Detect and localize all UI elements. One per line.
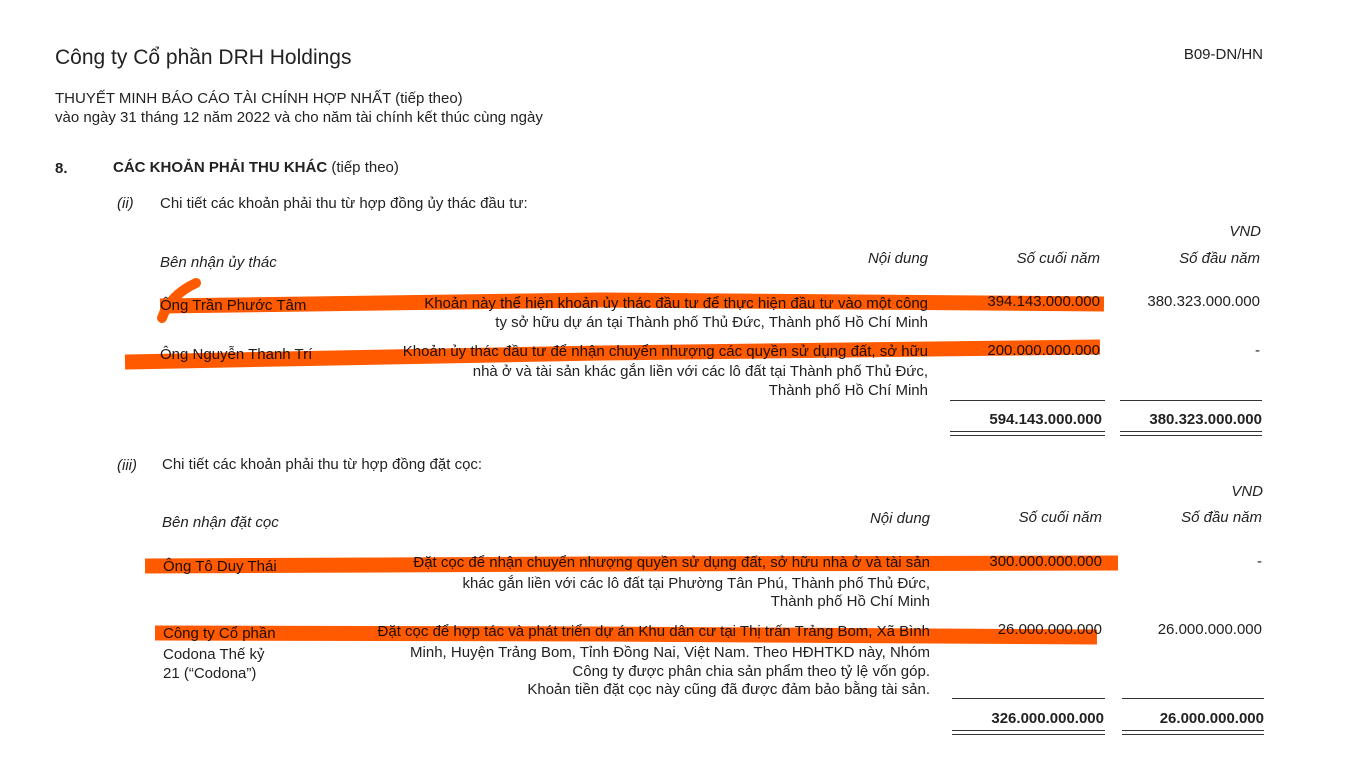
- row-name: Công ty Cổ phần: [163, 625, 276, 642]
- row-name: Ông Trần Phước Tâm: [160, 297, 307, 314]
- deposit-col-begin: Số đầu năm: [1181, 509, 1262, 526]
- row-end-value: 394.143.000.000: [987, 293, 1100, 310]
- deposit-col-content: Nội dung: [869, 510, 930, 527]
- row-name: 21 (“Codona”): [163, 665, 257, 682]
- section-title-main: CÁC KHOẢN PHẢI THU KHÁC: [113, 159, 328, 176]
- subtotal-rule: [1120, 400, 1262, 401]
- trust-title: Chi tiết các khoản phải thu từ hợp đồng …: [160, 195, 528, 212]
- total-double-rule: [950, 431, 1105, 436]
- deposit-label: (iii): [117, 457, 137, 474]
- row-begin-value: -: [1255, 342, 1260, 359]
- total-double-rule: [952, 730, 1105, 735]
- trust-col-content: Nội dung: [867, 250, 928, 267]
- report-title-main: THUYẾT MINH BÁO CÁO TÀI CHÍNH HỢP NHẤT: [55, 90, 391, 107]
- row-begin-value: 380.323.000.000: [1147, 293, 1260, 310]
- row-content: Công ty được phân chia sản phẩm theo tỷ …: [572, 663, 930, 680]
- trust-label: (ii): [117, 195, 134, 212]
- report-title: THUYẾT MINH BÁO CÁO TÀI CHÍNH HỢP NHẤT (…: [55, 89, 463, 109]
- company-name: Công ty Cổ phần DRH Holdings: [55, 46, 352, 69]
- deposit-col-end: Số cuối năm: [1018, 509, 1102, 526]
- section-title: CÁC KHOẢN PHẢI THU KHÁC (tiếp theo): [113, 158, 399, 178]
- deposit-total-begin: 26.000.000.000: [1159, 710, 1264, 727]
- row-content: Khoản ủy thác đầu tư để nhận chuyển nhượ…: [402, 343, 928, 360]
- row-end-value: 26.000.000.000: [997, 621, 1102, 638]
- subtotal-rule: [1122, 698, 1264, 699]
- row-content: Khoản tiền đặt cọc này cũng đã được đảm …: [527, 681, 930, 698]
- row-begin-value: 26.000.000.000: [1157, 621, 1262, 638]
- section-title-suffix: (tiếp theo): [331, 159, 399, 176]
- trust-col-name: Bên nhận ủy thác: [160, 254, 277, 271]
- row-content: Đặt cọc để hợp tác và phát triển dự án K…: [377, 623, 930, 640]
- trust-total-end: 594.143.000.000: [989, 411, 1102, 428]
- trust-col-end: Số cuối năm: [1016, 250, 1100, 267]
- total-double-rule: [1122, 730, 1264, 735]
- row-name: Ông Nguyễn Thanh Trí: [160, 346, 313, 363]
- row-end-value: 300.000.000.000: [989, 553, 1102, 570]
- row-begin-value: -: [1257, 553, 1262, 570]
- trust-currency: VND: [1229, 223, 1261, 240]
- row-content: Thành phố Hồ Chí Minh: [768, 382, 928, 399]
- form-code: B09-DN/HN: [1183, 46, 1263, 63]
- row-name: Codona Thế kỷ: [163, 646, 265, 663]
- report-period: vào ngày 31 tháng 12 năm 2022 và cho năm…: [55, 109, 543, 126]
- deposit-title: Chi tiết các khoản phải thu từ hợp đồng …: [162, 456, 483, 473]
- row-content: Đặt cọc để nhận chuyển nhượng quyền sử d…: [413, 554, 930, 571]
- report-title-suffix: (tiếp theo): [395, 90, 463, 107]
- subtotal-rule: [950, 400, 1105, 401]
- row-content: nhà ở và tài sản khác gắn liền với các l…: [472, 363, 928, 380]
- row-content: Minh, Huyện Trảng Bom, Tỉnh Đồng Nai, Vi…: [410, 644, 930, 661]
- row-content: khác gắn liền với các lô đất tại Phường …: [462, 575, 930, 592]
- row-end-value: 200.000.000.000: [987, 342, 1100, 359]
- total-double-rule: [1120, 431, 1262, 436]
- trust-total-begin: 380.323.000.000: [1149, 411, 1262, 428]
- row-content: Thành phố Hồ Chí Minh: [770, 593, 930, 610]
- section-number: 8.: [55, 160, 68, 177]
- row-content: Khoản này thể hiện khoản ủy thác đầu tư …: [424, 295, 928, 312]
- trust-col-begin: Số đầu năm: [1179, 250, 1260, 267]
- subtotal-rule: [952, 698, 1105, 699]
- row-content: ty sở hữu dự án tại Thành phố Thủ Đức, T…: [495, 314, 928, 331]
- deposit-total-end: 326.000.000.000: [991, 710, 1104, 727]
- deposit-col-name: Bên nhận đặt cọc: [162, 514, 279, 531]
- row-name: Ông Tô Duy Thái: [163, 558, 277, 575]
- deposit-currency: VND: [1231, 483, 1263, 500]
